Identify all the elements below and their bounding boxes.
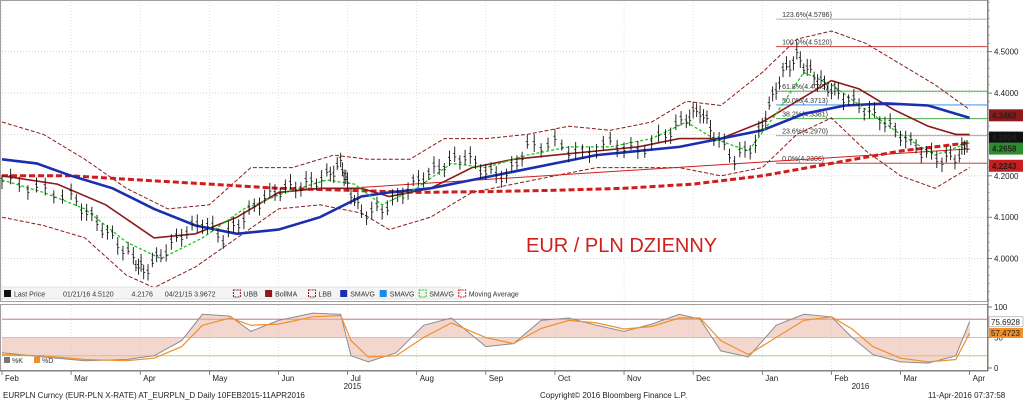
fib-level-label: 50.0%(4.3713) — [782, 98, 828, 105]
month-label: Mar — [74, 374, 88, 383]
stochastic-oscillator: 100 50 0 75.6928 57.4723 — [1, 303, 1024, 373]
footer-right: 11-Apr-2016 07:37:58 — [928, 391, 1006, 400]
price-tag-box — [989, 142, 1023, 155]
legend-label: BollMA — [275, 292, 298, 299]
legend-swatch — [340, 290, 348, 297]
fib-level-label: 23.6%(4.2970) — [782, 129, 828, 136]
k-value-tag — [988, 316, 1024, 328]
price-tag-label: 4.2658 — [992, 145, 1017, 154]
osc-legend-label: %K — [12, 358, 23, 365]
month-label: Feb — [5, 374, 19, 383]
oscillator-d-line — [1, 314, 971, 363]
month-label: Aug — [420, 374, 434, 383]
legend-swatch — [265, 290, 273, 297]
d-value-label: 57.4723 — [991, 329, 1020, 338]
legend-label: 01/21/16 4.5120 — [63, 292, 114, 299]
month-label: Jul — [351, 374, 361, 383]
month-label: Apr — [143, 374, 156, 383]
price-tag-label: 4.2243 — [992, 162, 1017, 171]
k-value-label: 75.6928 — [991, 318, 1020, 327]
legend-swatch — [308, 289, 316, 298]
price-tag-box — [989, 131, 1023, 144]
legend-swatch — [232, 289, 241, 298]
price-panel-frame — [0, 0, 988, 302]
price-tag-label: 4.2924 — [992, 134, 1017, 143]
oscillator-tick-label: 0 — [994, 364, 999, 373]
legend-label: SMAVG — [350, 292, 375, 299]
month-label: Apr — [973, 374, 986, 383]
legend-swatch — [458, 289, 467, 298]
legend-swatch — [418, 289, 427, 298]
price-tick-label: 4.5000 — [994, 48, 1019, 57]
oscillator-tick-label: 100 — [994, 303, 1008, 312]
fib-level-label: 38.2%(4.3381) — [782, 112, 828, 119]
price-tags: 4.3462 4.2924 4.2658 4.2243 — [989, 109, 1023, 172]
legend-label: LBB — [319, 292, 333, 299]
fibonacci-levels: 123.6%(4.5786) 100.0%(4.5120) 61.8%(4.4045… — [776, 12, 987, 164]
oscillator-tick-label: 50 — [994, 334, 1003, 343]
month-label: Nov — [627, 374, 641, 383]
month-label: Sep — [489, 374, 504, 383]
d-value-tag — [989, 327, 1023, 338]
legend: Last Price 01/21/16 4.5120 4.2176 04/21/15 … — [4, 289, 519, 299]
month-label: Feb — [834, 374, 848, 383]
osc-legend-label: %D — [42, 358, 53, 365]
series-lines — [0, 30, 970, 289]
price-tag-label: 4.3462 — [992, 111, 1017, 120]
year-label: 2015 — [344, 382, 362, 391]
month-label: Oct — [558, 374, 571, 383]
fib-level-label: 61.8%(4.4045) — [782, 84, 828, 91]
footer-left: EURPLN Curncy (EUR-PLN X-RATE) AT_EURPLN… — [3, 391, 305, 400]
legend-label: SMAVG — [390, 292, 415, 299]
lower-bollinger-band — [1, 117, 970, 289]
month-label: Jan — [765, 374, 778, 383]
price-tick-label: 4.1000 — [994, 213, 1019, 222]
legend-swatch — [4, 290, 11, 297]
sma-blue-line — [1, 102, 970, 236]
price-tick-label: 4.0000 — [994, 255, 1019, 264]
legend-label: SMAVG — [429, 292, 454, 299]
axis-labels: 4.50004.40004.30004.20004.10004.0000FebM… — [1, 1, 1019, 391]
month-label: Jun — [281, 374, 294, 383]
price-tag-box — [989, 159, 1023, 172]
oscillator-legend: %K %D — [4, 357, 53, 365]
legend-label: Moving Average — [469, 292, 519, 299]
fib-level-label: 100.0%(4.5120) — [782, 40, 832, 47]
legend-label: 04/21/15 3.9672 — [165, 292, 216, 299]
price-tick-label: 4.2000 — [994, 172, 1019, 181]
price-tag-box — [989, 109, 1023, 122]
year-label: 2016 — [852, 382, 870, 391]
month-label: Mar — [904, 374, 918, 383]
fib-level-label: 123.6%(4.5786) — [782, 12, 832, 19]
legend-swatch — [379, 290, 387, 297]
osc-legend-swatch — [4, 357, 10, 363]
legend-label: 4.2176 — [132, 292, 154, 299]
month-label: May — [212, 374, 227, 383]
legend-label: UBB — [243, 292, 258, 299]
month-label: Dec — [696, 374, 710, 383]
footer-center: Copyright© 2016 Bloomberg Finance L.P. — [540, 391, 687, 400]
chart-title: EUR / PLN DZIENNY — [526, 235, 717, 257]
upper-bollinger-band — [1, 30, 970, 210]
price-tick-label: 4.4000 — [994, 89, 1019, 98]
osc-legend-swatch — [34, 357, 40, 363]
legend-label: Last Price — [14, 292, 45, 299]
